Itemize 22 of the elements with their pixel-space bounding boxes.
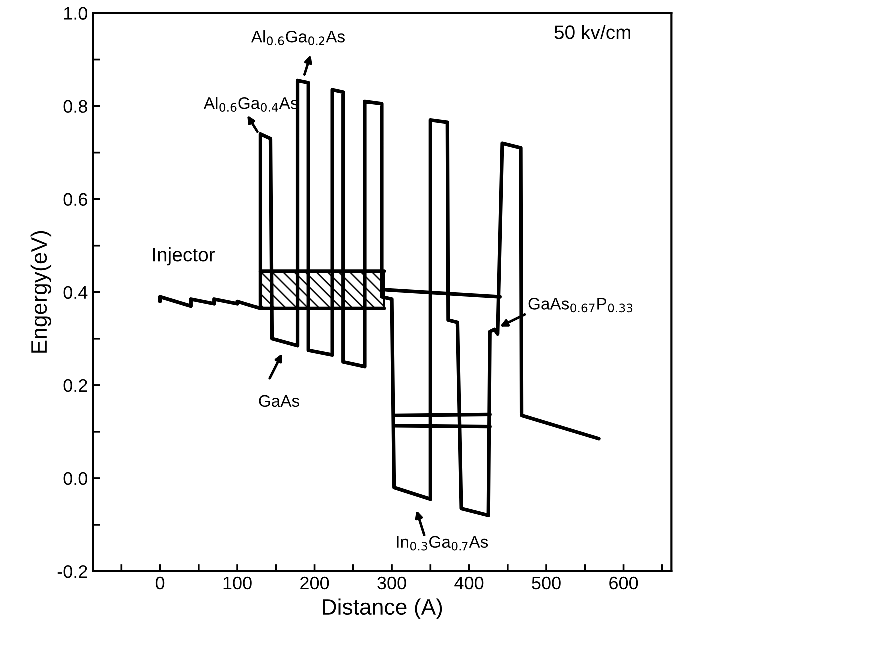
y-tick-label: 0.4 (64, 286, 88, 300)
x-tick-label: 400 (454, 576, 484, 590)
x-tick-label: 200 (300, 576, 330, 590)
x-tick-label: 600 (610, 576, 638, 590)
x-tick-label: 500 (532, 576, 561, 590)
annotation: 50 kv/cm (554, 25, 630, 40)
y-tick-label: 0.0 (64, 472, 88, 486)
x-tick-label: 0 (156, 576, 165, 590)
y-tick-label: 1.0 (64, 7, 88, 20)
y-tick-label: 0.2 (64, 379, 88, 392)
y-tick-label: 0.8 (64, 100, 88, 114)
annotation: Al$_{0.6}$Ga$_{0.2}$As (251, 30, 345, 46)
annotation: In$_{0.3}$Ga$_{0.7}$As (397, 536, 488, 551)
x-tick-label: 300 (378, 576, 406, 590)
annotation: GaAs (259, 395, 300, 408)
y-tick-label: -0.2 (58, 565, 88, 578)
y-tick-label: 0.6 (64, 193, 88, 206)
annotation: Injector (153, 248, 216, 266)
annotation: GaAs$_{0.67}$P$_{0.33}$ (528, 298, 633, 313)
x-axis-title: Distance (A) (323, 598, 442, 620)
y-axis-title: Engergy(eV) (30, 231, 52, 353)
x-tick-label: 100 (224, 576, 252, 590)
